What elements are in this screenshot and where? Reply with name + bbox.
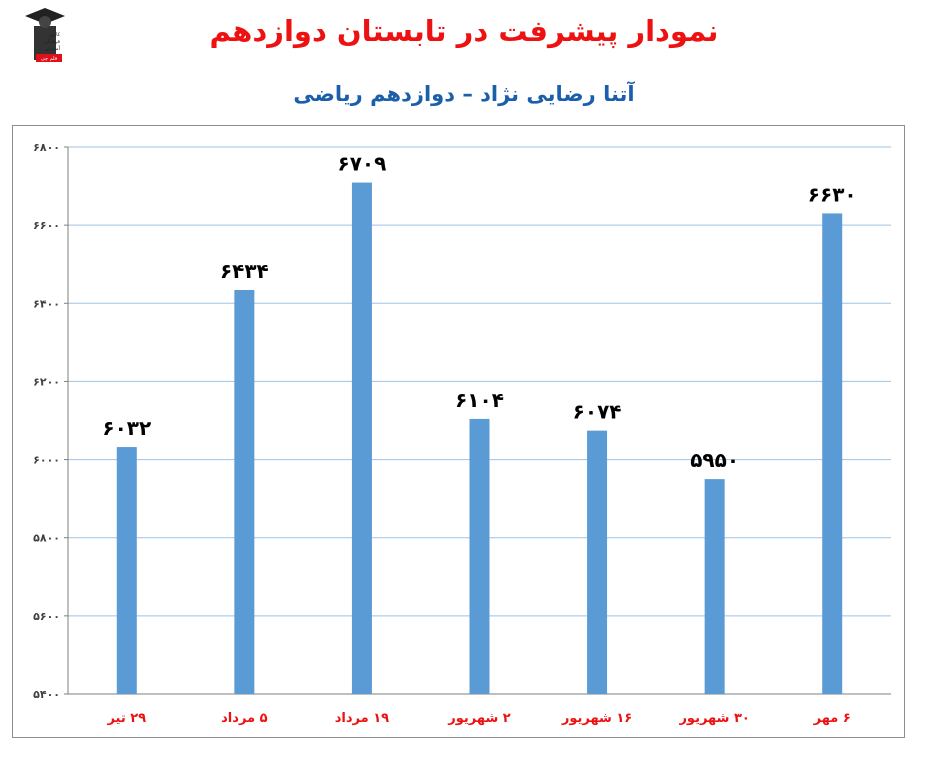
bar	[704, 479, 725, 694]
data-label: ۶۱۰۴	[455, 388, 504, 412]
logo-line-4: قلم چی	[41, 56, 58, 62]
logo: کانون فرهنگی آموزش قلم چی	[25, 8, 65, 62]
logo-line-1: کانون	[48, 32, 60, 38]
logo-line-3: آموزش	[45, 45, 61, 52]
data-label: ۶۴۳۴	[220, 259, 269, 283]
data-label: ۶۰۳۲	[102, 416, 151, 440]
bar	[469, 418, 490, 694]
graduate-figure-icon	[34, 26, 56, 60]
data-label: ۵۹۵۰	[690, 448, 739, 472]
bar	[351, 182, 372, 694]
chart-frame: ۵۴۰۰ ۵۶۰۰ ۵۸۰۰ ۶۰۰۰ ۶۲۰۰ ۶۴۰۰ ۶۶۰۰ ۶۸۰۰ ۶۰۳۲ ۲۹ ت…	[12, 125, 905, 738]
logo-line-2: فرهنگی	[44, 38, 61, 45]
y-tick-label: ۵۴۰۰	[33, 688, 60, 701]
y-tick-label: ۶۶۰۰	[33, 219, 60, 232]
y-tick-label: ۶۴۰۰	[33, 297, 60, 310]
y-tick-label: ۵۶۰۰	[33, 610, 60, 623]
bar	[822, 213, 843, 694]
y-tick-label: ۶۰۰۰	[33, 454, 60, 467]
x-tick-label: ۱۶ شهریور	[561, 711, 632, 726]
x-tick-label: ۵ مرداد	[221, 711, 267, 726]
x-tick-label: ۱۹ مرداد	[335, 711, 389, 726]
data-label: ۶۶۳۰	[808, 182, 857, 206]
y-tick-label: ۵۸۰۰	[33, 532, 60, 545]
bar	[234, 290, 255, 694]
chart-subtitle: آتنا رضایی نژاد – دوازدهم ریاضی	[293, 82, 635, 106]
data-label: ۶۷۰۹	[338, 152, 387, 176]
chart-title: نمودار پیشرفت در تابستان دوازدهم	[209, 14, 719, 48]
x-tick-label: ۳۰ شهریور	[678, 711, 749, 726]
x-tick-label: ۲۹ تیر	[106, 711, 146, 726]
bar-chart: ۵۴۰۰ ۵۶۰۰ ۵۸۰۰ ۶۰۰۰ ۶۲۰۰ ۶۴۰۰ ۶۶۰۰ ۶۸۰۰ ۶۰۳۲ ۲۹ ت…	[33, 141, 891, 726]
x-tick-label: ۲ شهریور	[447, 711, 511, 726]
x-tick-label: ۶ مهر	[813, 711, 851, 726]
bar	[587, 430, 608, 694]
data-label: ۶۰۷۴	[573, 400, 622, 424]
y-tick-label: ۶۸۰۰	[33, 141, 60, 154]
y-tick-label: ۶۲۰۰	[33, 375, 60, 388]
bar	[116, 447, 137, 694]
